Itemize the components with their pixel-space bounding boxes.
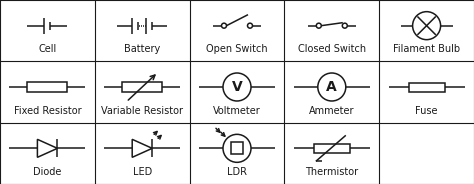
Polygon shape [37,139,57,157]
Text: A: A [327,80,337,94]
Bar [231,142,243,154]
Polygon shape [132,139,152,157]
Text: Closed Switch: Closed Switch [298,44,366,54]
Text: V: V [232,80,242,94]
Circle shape [342,23,347,28]
Text: LED: LED [133,167,152,177]
Circle shape [221,23,227,28]
Bar [122,82,162,92]
Bar [314,144,350,153]
Text: Battery: Battery [124,44,160,54]
Text: Filament Bulb: Filament Bulb [393,44,460,54]
Circle shape [318,73,346,101]
Text: Thermistor: Thermistor [305,167,358,177]
Circle shape [247,23,253,28]
Bar [409,82,445,91]
Circle shape [412,12,441,40]
Text: Variable Resistor: Variable Resistor [101,106,183,116]
Circle shape [223,134,251,162]
Text: Fuse: Fuse [415,106,438,116]
Text: Diode: Diode [33,167,62,177]
Text: Ammeter: Ammeter [309,106,355,116]
Circle shape [223,73,251,101]
Text: Fixed Resistor: Fixed Resistor [14,106,81,116]
Text: Cell: Cell [38,44,56,54]
Text: Voltmeter: Voltmeter [213,106,261,116]
Text: Open Switch: Open Switch [206,44,268,54]
Circle shape [316,23,321,28]
Bar [27,82,67,92]
Text: LDR: LDR [227,167,247,177]
